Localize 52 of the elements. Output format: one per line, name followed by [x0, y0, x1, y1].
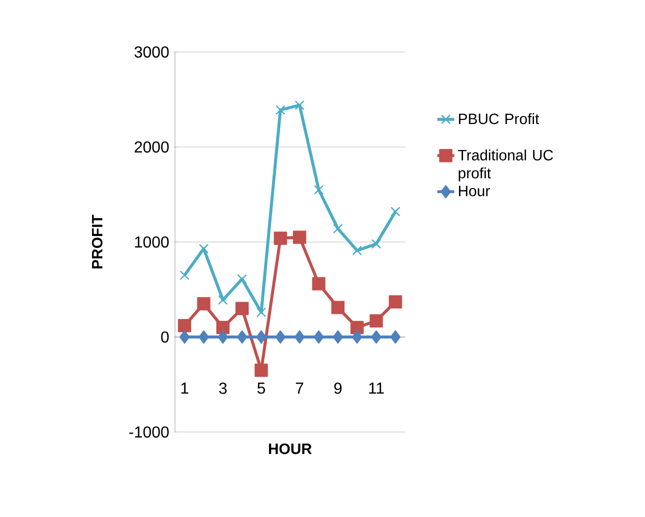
- point: [236, 330, 248, 344]
- point: [390, 206, 400, 216]
- y-tick-label: 3000: [134, 46, 169, 58]
- point: [235, 302, 249, 316]
- x-tick-label: 1: [181, 382, 188, 394]
- point: [294, 330, 305, 344]
- point: [180, 270, 190, 280]
- x-axis-title: HOUR: [269, 444, 312, 454]
- point: [198, 244, 209, 254]
- y-tick-label: 1000: [135, 236, 169, 248]
- point: [254, 364, 268, 377]
- point: [390, 330, 401, 344]
- point: [371, 330, 382, 344]
- point: [331, 300, 345, 314]
- point: [216, 320, 230, 334]
- point: [256, 330, 266, 344]
- y-tick-label: 2000: [134, 141, 169, 153]
- point: [218, 330, 228, 344]
- y-tick-label: -1000: [129, 426, 169, 438]
- point: [292, 230, 306, 244]
- point: [314, 330, 324, 344]
- point: [178, 318, 192, 332]
- point: [179, 330, 190, 344]
- point: [314, 184, 324, 195]
- x-tick-label: 7: [296, 382, 304, 394]
- point: [371, 239, 382, 249]
- x-tick-label: 3: [219, 382, 227, 394]
- y-tick-label: 0: [161, 331, 169, 343]
- x-tick-label: 11: [369, 382, 384, 394]
- legend-label: Traditional UC profit: [458, 149, 553, 182]
- x-tick-label: 5: [257, 382, 266, 394]
- point: [350, 320, 364, 334]
- point: [370, 314, 383, 328]
- point: [294, 100, 304, 110]
- legend-label: Hour: [459, 186, 490, 196]
- point: [388, 295, 402, 308]
- point: [276, 105, 286, 115]
- point: [198, 330, 209, 344]
- point: [275, 330, 286, 344]
- point: [332, 330, 344, 344]
- point: [218, 295, 228, 305]
- point: [333, 224, 343, 234]
- legend-label: PBUC Profit: [459, 113, 540, 124]
- point: [274, 232, 288, 245]
- point: [237, 274, 247, 284]
- point: [352, 330, 362, 344]
- point: [197, 297, 210, 310]
- x-tick-label: 9: [334, 382, 342, 394]
- y-axis-title: PROFIT: [92, 214, 102, 268]
- point: [256, 307, 266, 318]
- point: [312, 277, 326, 290]
- point: [352, 246, 362, 256]
